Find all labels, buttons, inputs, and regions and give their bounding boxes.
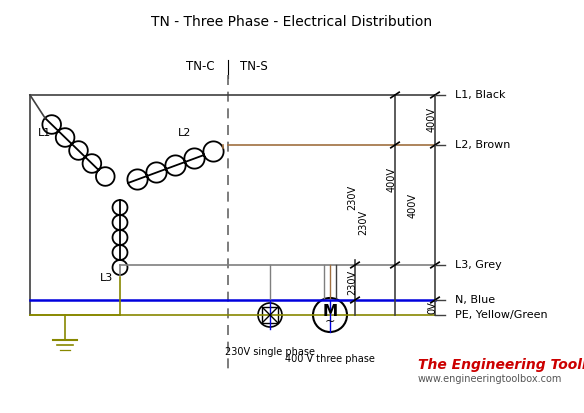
Text: L1, Black: L1, Black [455,90,506,100]
Text: L2: L2 [178,128,192,138]
Text: The Engineering ToolBox: The Engineering ToolBox [418,358,584,372]
Text: N, Blue: N, Blue [455,295,495,305]
Text: 230V: 230V [347,185,357,210]
Text: L3: L3 [100,273,113,283]
Text: 0V: 0V [427,301,437,314]
Text: www.engineeringtoolbox.com: www.engineeringtoolbox.com [418,374,562,384]
Text: L3, Grey: L3, Grey [455,260,502,270]
Text: TN-S: TN-S [240,60,267,73]
Text: L1: L1 [38,128,51,138]
Text: 230V single phase: 230V single phase [225,347,315,357]
Text: L2, Brown: L2, Brown [455,140,510,150]
Text: ~: ~ [325,315,335,328]
Text: 230V: 230V [358,210,368,235]
Text: TN-C: TN-C [186,60,214,73]
Text: TN - Three Phase - Electrical Distribution: TN - Three Phase - Electrical Distributi… [151,15,433,29]
Text: M: M [322,304,338,318]
Bar [262,306,279,323]
Text: 400V: 400V [408,192,418,218]
Text: 400V: 400V [427,107,437,133]
Text: 400V: 400V [387,168,397,192]
Text: PE, Yellow/Green: PE, Yellow/Green [455,310,548,320]
Text: 230V: 230V [347,270,357,295]
Text: 400 V three phase: 400 V three phase [285,354,375,364]
